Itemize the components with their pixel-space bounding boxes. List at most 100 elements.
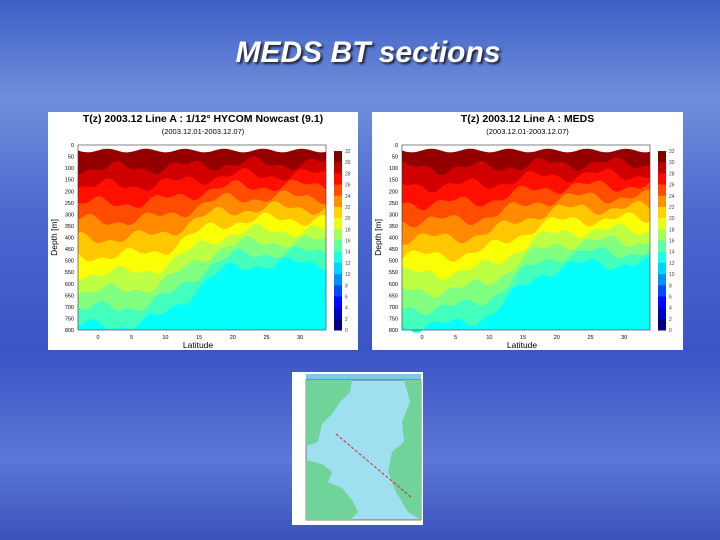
section-plot: T(z) 2003.12 Line A : MEDS (2003.12.01-20… <box>372 112 683 350</box>
y-tick-label: 350 <box>65 224 74 230</box>
y-tick-label: 500 <box>65 259 74 265</box>
colorbar-segment <box>334 296 342 309</box>
x-tick-label: 30 <box>297 335 303 341</box>
y-tick-label: 250 <box>65 201 74 207</box>
colorbar-segment <box>334 274 342 286</box>
x-axis-label: Latitude <box>183 340 214 350</box>
colorbar-segment <box>658 285 666 297</box>
colorbar-segment <box>658 195 666 208</box>
colorbar-label: 6 <box>345 294 348 300</box>
colorbar-label: 4 <box>345 306 348 312</box>
y-tick-label: 300 <box>389 212 398 218</box>
colorbar-label: 10 <box>669 272 675 278</box>
colorbar-segment <box>334 229 342 241</box>
y-tick-label: 500 <box>389 259 398 265</box>
x-tick-label: 10 <box>486 335 492 341</box>
colorbar-label: 18 <box>669 227 675 233</box>
colorbar-label: 32 <box>345 149 351 155</box>
y-tick-label: 400 <box>389 236 398 242</box>
colorbar-segment <box>658 296 666 309</box>
y-tick-label: 150 <box>389 178 398 184</box>
colorbar-segment <box>658 229 666 241</box>
x-tick-label: 20 <box>230 335 236 341</box>
colorbar-segment <box>658 184 666 197</box>
colorbar-label: 20 <box>345 216 351 222</box>
colorbar-segment <box>658 173 666 186</box>
x-tick-label: 30 <box>621 335 627 341</box>
colorbar-segment <box>334 307 342 320</box>
plot-subtitle: (2003.12.01-2003.12.07) <box>162 127 245 136</box>
y-tick-label: 0 <box>395 143 398 149</box>
colorbar-label: 8 <box>669 283 672 289</box>
land <box>306 380 352 446</box>
contour-band <box>402 256 650 333</box>
colorbar-segment <box>658 206 666 219</box>
x-tick-label: 5 <box>454 335 457 341</box>
colorbar-segment <box>658 162 666 174</box>
colorbar-label: 4 <box>669 306 672 312</box>
map-header <box>306 374 421 380</box>
colorbar-label: 16 <box>345 239 351 245</box>
colorbar-segment <box>334 218 342 230</box>
y-tick-label: 650 <box>65 293 74 299</box>
y-tick-label: 600 <box>389 282 398 288</box>
plot-title: T(z) 2003.12 Line A : MEDS <box>461 113 594 125</box>
colorbar-segment <box>658 240 666 253</box>
colorbar-segment <box>334 206 342 219</box>
colorbar-label: 26 <box>345 183 351 189</box>
plot-frame <box>77 144 327 331</box>
colorbar-label: 16 <box>669 239 675 245</box>
colorbar-segment <box>658 251 666 264</box>
y-tick-label: 550 <box>65 270 74 276</box>
colorbar-segment <box>334 195 342 208</box>
colorbar-label: 10 <box>345 272 351 278</box>
slide-title: MEDS BT sections <box>235 36 501 69</box>
colorbar-label: 26 <box>669 183 675 189</box>
y-tick-label: 600 <box>65 282 74 288</box>
x-tick-label: 20 <box>554 335 560 341</box>
y-tick-label: 700 <box>389 305 398 311</box>
colorbar-label: 2 <box>345 317 348 323</box>
y-tick-label: 350 <box>389 224 398 230</box>
colorbar-label: 12 <box>345 261 351 267</box>
x-axis-label: Latitude <box>507 340 538 350</box>
y-tick-label: 0 <box>71 143 74 149</box>
colorbar-label: 22 <box>345 205 351 211</box>
x-tick-label: 25 <box>587 335 593 341</box>
colorbar-label: 14 <box>669 250 675 256</box>
y-tick-label: 450 <box>389 247 398 253</box>
y-tick-label: 750 <box>65 316 74 322</box>
colorbar-segment <box>658 274 666 286</box>
plot-subtitle: (2003.12.01-2003.12.07) <box>486 127 569 136</box>
colorbar-segment <box>334 173 342 186</box>
section-plot: T(z) 2003.12 Line A : 1/12° HYCOM Nowcas… <box>48 112 358 350</box>
x-tick-label: 15 <box>520 335 526 341</box>
colorbar-segment <box>334 262 342 275</box>
colorbar-segment <box>334 240 342 253</box>
colorbar-label: 28 <box>345 171 351 177</box>
y-tick-label: 100 <box>389 166 398 172</box>
y-tick-label: 750 <box>389 316 398 322</box>
colorbar-segment <box>334 251 342 264</box>
y-tick-label: 200 <box>389 189 398 195</box>
colorbar-label: 22 <box>669 205 675 211</box>
x-tick-label: 0 <box>96 335 99 341</box>
colorbar-label: 32 <box>669 149 675 155</box>
colorbar-label: 2 <box>669 317 672 323</box>
colorbar-segment <box>334 184 342 197</box>
colorbar-label: 8 <box>345 283 348 289</box>
y-tick-label: 700 <box>65 305 74 311</box>
y-axis-label: Depth [m] <box>373 219 383 256</box>
colorbar-segment <box>658 307 666 320</box>
y-tick-label: 200 <box>65 189 74 195</box>
x-tick-label: 0 <box>420 335 423 341</box>
colorbar-segment <box>334 318 342 331</box>
colorbar-segment <box>658 218 666 230</box>
y-tick-label: 150 <box>65 178 74 184</box>
colorbar-label: 6 <box>669 294 672 300</box>
plot-title: T(z) 2003.12 Line A : 1/12° HYCOM Nowcas… <box>83 113 323 125</box>
land <box>388 380 421 520</box>
colorbar-segment <box>658 318 666 331</box>
colorbar-label: 30 <box>669 160 675 166</box>
